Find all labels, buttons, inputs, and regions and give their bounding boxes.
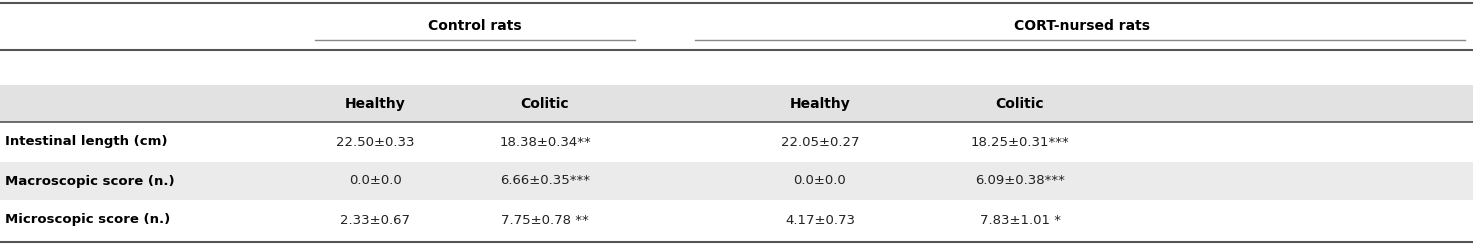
Text: 4.17±0.73: 4.17±0.73 [785, 213, 854, 227]
Text: CORT-nursed rats: CORT-nursed rats [1013, 19, 1149, 34]
Text: Microscopic score (n.): Microscopic score (n.) [4, 213, 171, 227]
Text: Healthy: Healthy [790, 97, 850, 110]
Text: Colitic: Colitic [520, 97, 569, 110]
Text: 22.05±0.27: 22.05±0.27 [781, 136, 859, 148]
Text: Healthy: Healthy [345, 97, 405, 110]
Bar [0, 85, 1473, 122]
Text: 0.0±0.0: 0.0±0.0 [349, 174, 401, 187]
Text: 18.38±0.34**: 18.38±0.34** [499, 136, 591, 148]
Text: 18.25±0.31***: 18.25±0.31*** [971, 136, 1069, 148]
Text: Control rats: Control rats [429, 19, 521, 34]
Text: Colitic: Colitic [996, 97, 1044, 110]
Text: 2.33±0.67: 2.33±0.67 [340, 213, 409, 227]
Text: Macroscopic score (n.): Macroscopic score (n.) [4, 174, 175, 187]
Text: 7.75±0.78 **: 7.75±0.78 ** [501, 213, 589, 227]
Text: Intestinal length (cm): Intestinal length (cm) [4, 136, 168, 148]
Text: 6.09±0.38***: 6.09±0.38*** [975, 174, 1065, 187]
Bar [0, 162, 1473, 200]
Text: 7.83±1.01 *: 7.83±1.01 * [980, 213, 1061, 227]
Text: 6.66±0.35***: 6.66±0.35*** [499, 174, 591, 187]
Text: 0.0±0.0: 0.0±0.0 [794, 174, 847, 187]
Text: 22.50±0.33: 22.50±0.33 [336, 136, 414, 148]
